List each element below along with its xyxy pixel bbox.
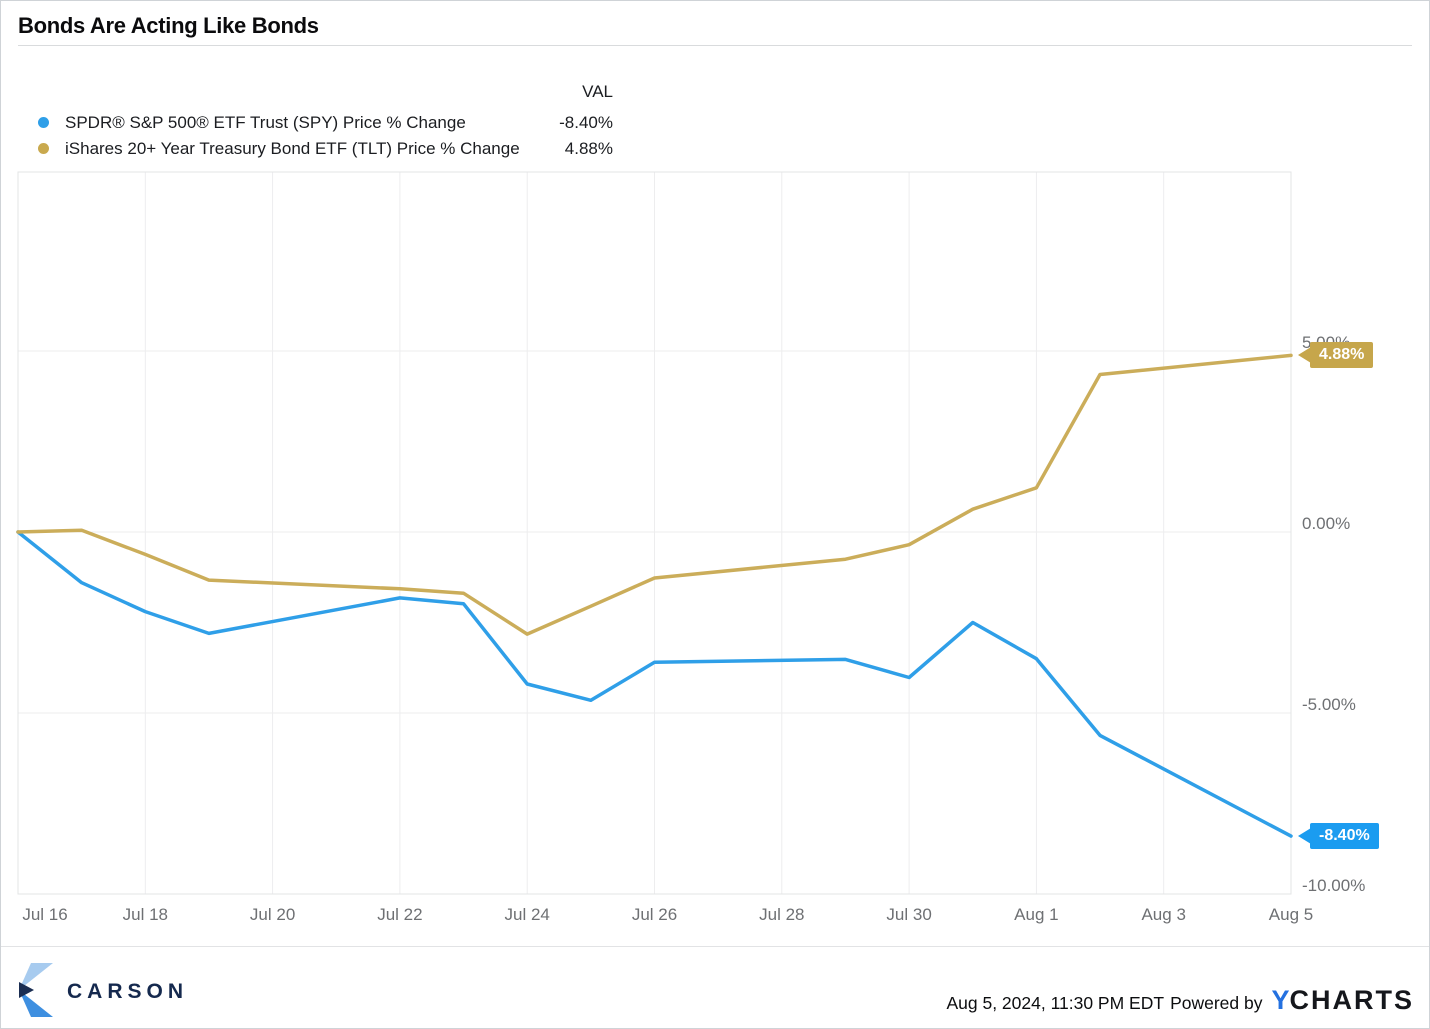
chart-title: Bonds Are Acting Like Bonds (18, 13, 319, 38)
tlt-legend-value: 4.88% (564, 139, 613, 158)
spy-badge-arrow-icon (1298, 828, 1311, 845)
footer-divider (1, 946, 1429, 947)
spy-badge-text: -8.40% (1319, 827, 1370, 845)
ycharts-logo-y: Y (1271, 985, 1290, 1015)
timestamp: Aug 5, 2024, 11:30 PM EDT (946, 993, 1165, 1013)
spy-legend-label: SPDR® S&P 500® ETF Trust (SPY) Price % C… (65, 113, 466, 132)
tlt-legend-label: iShares 20+ Year Treasury Bond ETF (TLT)… (65, 139, 520, 158)
ycharts-logo-rest: CHARTS (1289, 985, 1414, 1015)
x-axis-label: Jul 18 (122, 905, 168, 924)
x-axis-label: Jul 22 (377, 905, 423, 924)
spy-legend-dot-icon (38, 117, 49, 128)
legend-val-header: VAL (582, 82, 613, 101)
tlt-badge-text: 4.88% (1319, 346, 1365, 364)
x-axis-label: Aug 5 (1268, 905, 1314, 924)
tlt-end-value-badge: 4.88% (1298, 342, 1374, 369)
y-axis-label: -5.00% (1302, 695, 1356, 714)
x-axis-label: Jul 16 (22, 905, 68, 924)
title-divider (18, 45, 1412, 46)
powered-by-label: Powered by (1170, 993, 1263, 1013)
x-axis-label: Jul 28 (759, 905, 805, 924)
tlt-badge-arrow-icon (1298, 347, 1311, 364)
tlt-line (16, 353, 1293, 636)
x-axis-label: Jul 24 (504, 905, 550, 924)
carson-logo-icon (19, 963, 53, 1017)
spy-legend-value: -8.40% (559, 113, 613, 132)
spy-end-value-badge: -8.40% (1298, 823, 1379, 850)
x-axis-label: Jul 20 (249, 905, 296, 924)
tlt-legend-dot-icon (38, 143, 49, 154)
y-axis-label: -10.00% (1302, 876, 1366, 895)
ycharts-logo: YCHARTS (1271, 985, 1414, 1016)
x-axis-label: Jul 30 (886, 905, 932, 924)
x-axis-label: Jul 26 (631, 905, 678, 924)
attribution: Aug 5, 2024, 11:30 PM EDT Powered by YCH… (946, 985, 1414, 1016)
x-axis-label: Aug 3 (1141, 905, 1186, 924)
spy-line (16, 530, 1293, 838)
carson-wordmark: CARSON (67, 980, 189, 1003)
x-axis-label: Aug 1 (1014, 905, 1059, 924)
y-axis-label: 0.00% (1302, 514, 1351, 533)
